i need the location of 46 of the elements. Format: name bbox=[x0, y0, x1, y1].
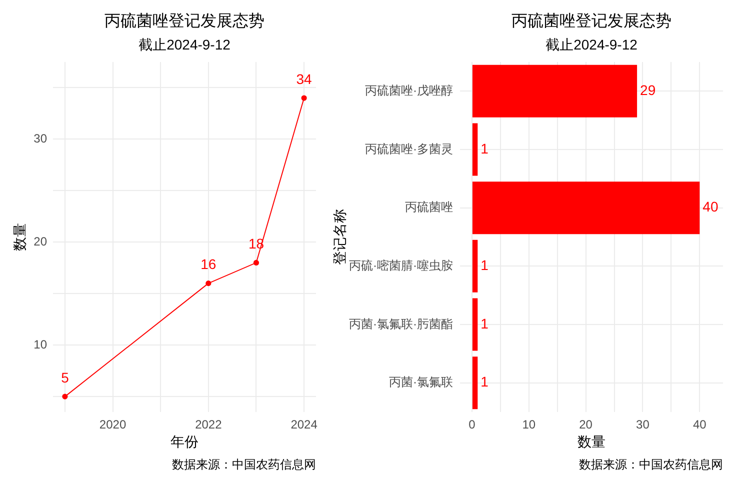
source-note: 数据来源：中国农药信息网 bbox=[172, 457, 316, 472]
point bbox=[301, 95, 307, 101]
chart-title: 丙硫菌唑登记发展态势 bbox=[104, 12, 264, 30]
data-label: 1 bbox=[480, 315, 489, 332]
y-tick-label: 丙硫·嘧菌腈·噻虫胺 bbox=[349, 258, 453, 272]
y-tick-label: 丙硫菌唑·戊唑醇 bbox=[365, 83, 453, 98]
bar bbox=[472, 356, 478, 410]
y-tick-label: 10 bbox=[34, 337, 48, 352]
x-tick-label: 2022 bbox=[195, 418, 222, 432]
bar bbox=[472, 298, 478, 351]
x-tick-label: 30 bbox=[636, 418, 650, 432]
data-label: 5 bbox=[61, 369, 70, 386]
x-tick-label: 40 bbox=[692, 418, 707, 432]
data-label: 16 bbox=[200, 256, 216, 272]
y-tick-label: 丙硫菌唑 bbox=[405, 200, 453, 214]
bar bbox=[472, 64, 638, 118]
y-axis-title: 数量 bbox=[11, 223, 28, 251]
data-label: 1 bbox=[480, 140, 489, 156]
y-tick-label: 20 bbox=[34, 234, 48, 248]
y-tick-label: 丙菌·氯氟联 bbox=[389, 375, 453, 390]
x-tick-label: 0 bbox=[468, 418, 476, 432]
x-axis-title: 年份 bbox=[170, 433, 198, 450]
x-tick-label: 2020 bbox=[99, 418, 126, 432]
x-tick-label: 20 bbox=[579, 418, 593, 432]
chart-subtitle: 截止2024-9-12 bbox=[546, 36, 638, 52]
bar bbox=[472, 123, 478, 176]
bar bbox=[472, 240, 478, 292]
y-tick-label: 丙硫菌唑·多菌灵 bbox=[365, 142, 453, 156]
x-axis-title: 数量 bbox=[578, 433, 606, 450]
source-note: 数据来源：中国农药信息网 bbox=[579, 457, 723, 472]
chart-title: 丙硫菌唑登记发展态势 bbox=[512, 12, 672, 30]
point bbox=[206, 280, 212, 286]
y-tick-label: 30 bbox=[34, 132, 48, 146]
bar bbox=[472, 182, 700, 234]
data-label: 34 bbox=[296, 70, 312, 87]
y-tick-label: 丙菌·氯氟联·肟菌酯 bbox=[349, 316, 453, 331]
x-tick-label: 10 bbox=[522, 418, 536, 432]
x-tick-label: 2024 bbox=[290, 418, 318, 432]
data-label: 1 bbox=[480, 257, 489, 274]
point bbox=[253, 260, 260, 266]
data-label: 29 bbox=[640, 82, 656, 98]
data-label: 40 bbox=[702, 198, 718, 215]
y-axis-title: 登记名称 bbox=[331, 209, 348, 265]
chart-subtitle: 截止2024-9-12 bbox=[138, 36, 231, 52]
point bbox=[62, 394, 68, 400]
data-label: 1 bbox=[480, 374, 489, 390]
